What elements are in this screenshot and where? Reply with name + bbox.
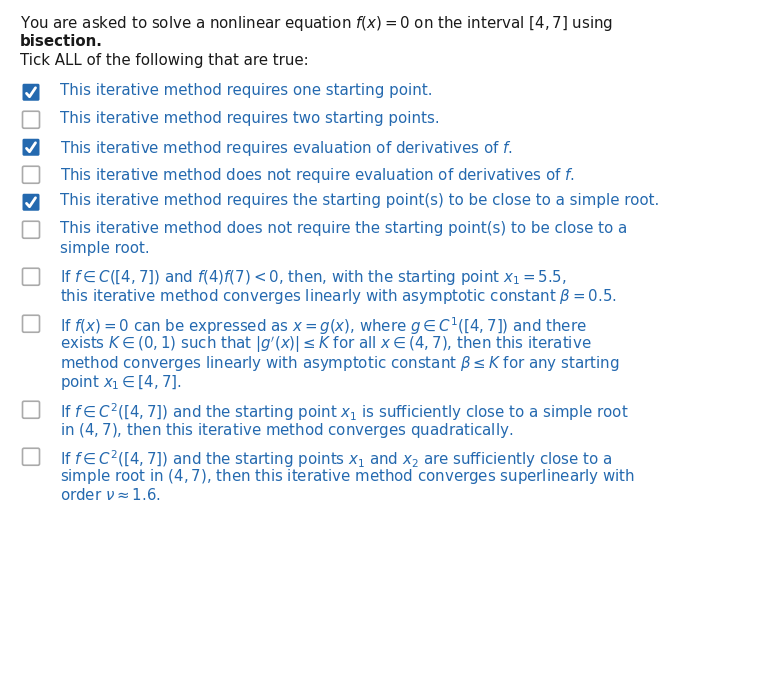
FancyBboxPatch shape (23, 166, 39, 183)
Text: You are asked to solve a nonlinear equation $f(x) = 0$ on the interval $[4, 7]$ : You are asked to solve a nonlinear equat… (20, 14, 613, 33)
Text: order $\nu \approx 1.6$.: order $\nu \approx 1.6$. (60, 487, 161, 503)
Text: This iterative method requires two starting points.: This iterative method requires two start… (60, 111, 440, 126)
FancyBboxPatch shape (23, 449, 39, 465)
Text: Tick ALL of the following that are true:: Tick ALL of the following that are true: (20, 53, 309, 68)
Text: This iterative method requires evaluation of derivatives of $f$.: This iterative method requires evaluatio… (60, 138, 512, 158)
FancyBboxPatch shape (23, 84, 39, 100)
FancyBboxPatch shape (23, 401, 39, 418)
FancyBboxPatch shape (23, 222, 39, 238)
Text: point $x_1 \in [4, 7]$.: point $x_1 \in [4, 7]$. (60, 374, 182, 392)
FancyBboxPatch shape (23, 268, 39, 286)
Text: This iterative method requires one starting point.: This iterative method requires one start… (60, 83, 433, 98)
Text: If $f \in C([4, 7])$ and $f(4)f(7) < 0$, then, with the starting point $x_1 = 5.: If $f \in C([4, 7])$ and $f(4)f(7) < 0$,… (60, 268, 567, 287)
Text: This iterative method requires the starting point(s) to be close to a simple roo: This iterative method requires the start… (60, 193, 659, 208)
FancyBboxPatch shape (23, 315, 39, 332)
FancyBboxPatch shape (23, 139, 39, 155)
Text: method converges linearly with asymptotic constant $\beta \leq K$ for any starti: method converges linearly with asymptoti… (60, 354, 619, 373)
FancyBboxPatch shape (23, 111, 39, 128)
Text: exists $K \in (0, 1)$ such that $|g'(x)| \leq K$ for all $x \in (4, 7)$, then th: exists $K \in (0, 1)$ such that $|g'(x)|… (60, 334, 591, 355)
Text: If $f \in C^2([4, 7])$ and the starting point $x_1$ is sufficiently close to a s: If $f \in C^2([4, 7])$ and the starting … (60, 401, 628, 422)
Text: This iterative method does not require evaluation of derivatives of $f$.: This iterative method does not require e… (60, 166, 575, 185)
Text: bisection.: bisection. (20, 34, 103, 48)
Text: If $f(x) = 0$ can be expressed as $x = g(x)$, where $g \in C^1([4, 7])$ and ther: If $f(x) = 0$ can be expressed as $x = g… (60, 315, 587, 336)
Text: in $(4, 7)$, then this iterative method converges quadratically.: in $(4, 7)$, then this iterative method … (60, 420, 513, 440)
FancyBboxPatch shape (23, 194, 39, 211)
Text: this iterative method converges linearly with asymptotic constant $\beta = 0.5$.: this iterative method converges linearly… (60, 288, 617, 306)
Text: This iterative method does not require the starting point(s) to be close to a: This iterative method does not require t… (60, 221, 628, 236)
Text: If $f \in C^2([4, 7])$ and the starting points $x_1$ and $x_2$ are sufficiently : If $f \in C^2([4, 7])$ and the starting … (60, 448, 612, 470)
Text: simple root.: simple root. (60, 241, 149, 255)
Text: simple root in $(4, 7)$, then this iterative method converges superlinearly with: simple root in $(4, 7)$, then this itera… (60, 468, 635, 486)
